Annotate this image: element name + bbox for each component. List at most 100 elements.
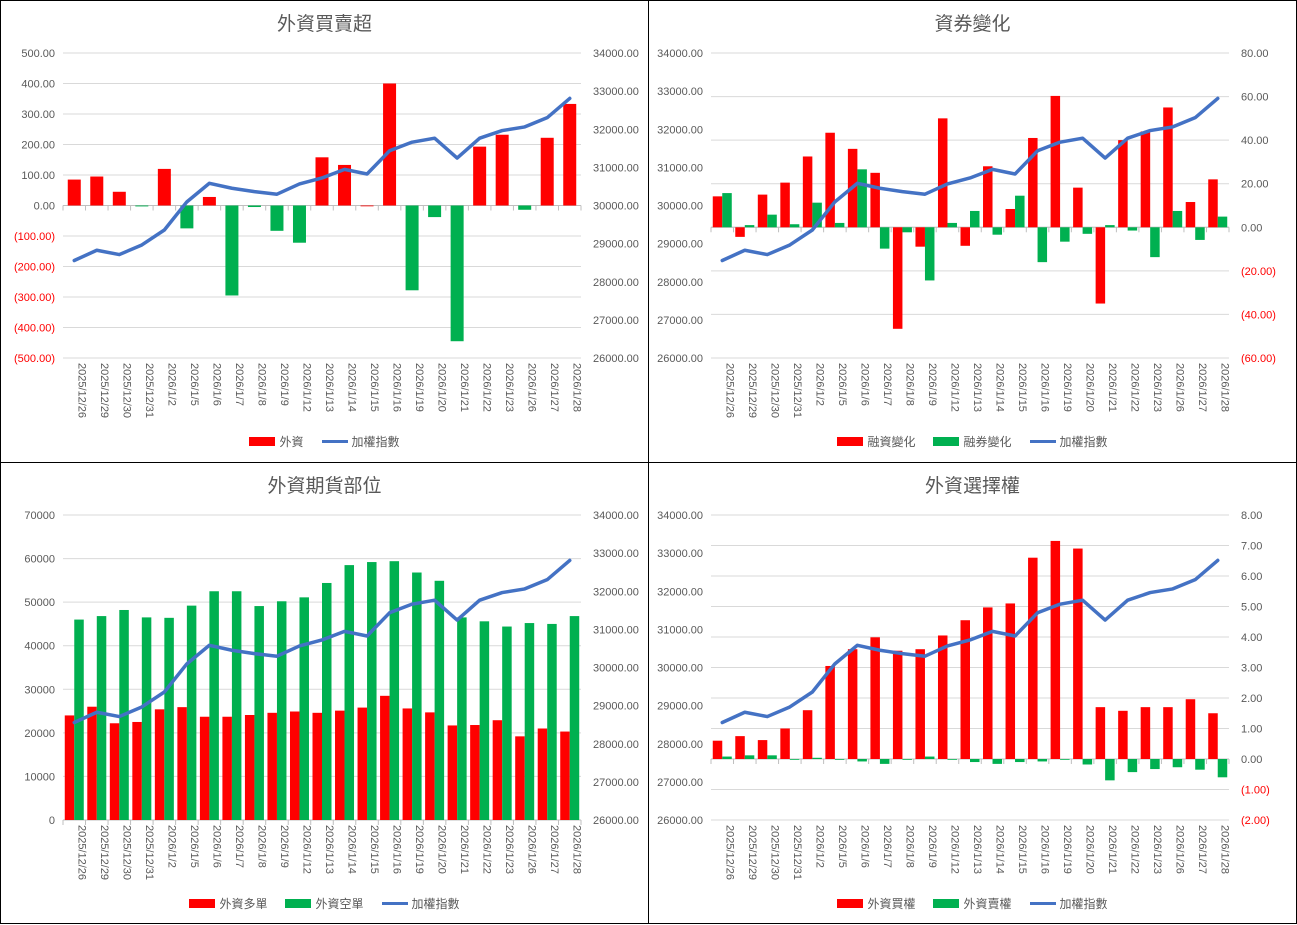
bar-外資多單 — [470, 725, 480, 820]
chart-title: 外資買賣超 — [276, 13, 372, 35]
bar-融券變化 — [1037, 227, 1048, 263]
category-label: 2025/12/26 — [75, 363, 87, 418]
category-label: 2026/1/12 — [300, 825, 312, 874]
bar-axis-tick-label: (100.00) — [14, 231, 55, 243]
category-label: 2025/12/31 — [143, 363, 155, 418]
bar-外資買權 — [870, 637, 880, 759]
index-line — [72, 96, 572, 263]
chart-title: 外資期貨部位 — [267, 475, 382, 497]
bar-外資買權 — [1208, 713, 1218, 759]
legend-item-foreign: 外資 — [249, 433, 304, 450]
bar-融券變化 — [1172, 210, 1183, 228]
bar-外資多單 — [447, 725, 458, 820]
bar-外資 — [180, 205, 194, 229]
legend-label: 外資空單 — [315, 897, 364, 911]
index-axis-tick-label: 30000.00 — [657, 663, 703, 675]
category-label: 2026/1/16 — [391, 363, 403, 412]
category-label: 2026/1/23 — [1151, 363, 1163, 412]
bar-axis-tick-label: 20000 — [24, 728, 55, 740]
category-label: 2026/1/21 — [1106, 363, 1118, 412]
bar-axis-tick-label: 5.00 — [1241, 602, 1262, 614]
bar-外資多單 — [87, 706, 97, 820]
index-axis-tick-label: 30000.00 — [593, 663, 639, 675]
category-label: 2026/1/2 — [165, 825, 177, 868]
bar-axis-tick-label: 30000 — [24, 684, 55, 696]
category-label: 2026/1/27 — [1196, 363, 1208, 412]
bar-融券變化 — [924, 227, 935, 281]
chart-legend: 外資 加權指數 — [1, 433, 648, 450]
bar-axis-tick-label: (1.00) — [1241, 785, 1270, 797]
legend-label: 加權指數 — [1059, 897, 1108, 911]
bar-融券變化 — [1195, 227, 1205, 240]
bar-外資多單 — [515, 736, 525, 820]
index-axis-tick-label: 30000.00 — [593, 201, 639, 213]
category-label: 2025/12/26 — [723, 363, 735, 418]
bar-外資賣權 — [1082, 759, 1093, 765]
bar-融資變化 — [892, 227, 903, 329]
index-axis-tick-label: 32000.00 — [657, 124, 703, 136]
index-axis-tick-label: 28000.00 — [593, 739, 639, 751]
bar-融券變化 — [1015, 195, 1025, 228]
legend-swatch — [837, 437, 864, 446]
index-axis-tick-label: 34000.00 — [657, 48, 703, 60]
category-label: 2026/1/8 — [255, 363, 267, 406]
index-axis-tick-label: 29000.00 — [593, 701, 639, 713]
category-label: 2026/1/20 — [1084, 363, 1096, 412]
legend-swatch — [381, 902, 408, 905]
category-label: 2026/1/15 — [1016, 363, 1028, 412]
bar-axis-tick-label: 500.00 — [21, 48, 55, 60]
bar-axis-tick-label: 40.00 — [1241, 135, 1269, 147]
bar-融券變化 — [789, 224, 800, 228]
bar-外資買權 — [847, 649, 858, 759]
bar-外資賣權 — [1060, 759, 1070, 760]
bar-外資買權 — [735, 736, 745, 759]
category-label: 2026/1/28 — [1219, 825, 1231, 874]
legend-item-margin: 融資變化 — [837, 433, 915, 450]
legend-item-index: 加權指數 — [1029, 895, 1108, 912]
bar-外資買權 — [1050, 540, 1061, 759]
bar-外資多單 — [402, 708, 413, 820]
category-label: 2026/1/19 — [413, 363, 425, 412]
bar-axis-tick-label: 40000 — [24, 641, 55, 653]
category-label: 2026/1/12 — [948, 825, 960, 874]
chart-svg: (500.00) (400.00) (300.00) (200.00) (100.00)… — [14, 48, 639, 418]
index-line — [720, 558, 1220, 725]
bar-融資變化 — [1073, 187, 1083, 228]
bar-外資空單 — [299, 597, 309, 820]
chart-title: 外資選擇權 — [924, 475, 1020, 497]
bar-外資買權 — [1163, 707, 1173, 759]
legend-item-index: 加權指數 — [321, 433, 400, 450]
category-label: 2026/1/7 — [233, 825, 245, 868]
category-label: 2025/12/26 — [723, 825, 735, 880]
bar-融券變化 — [834, 222, 845, 228]
bar-axis-tick-label: 0.00 — [1241, 754, 1262, 766]
bar-融資變化 — [825, 132, 835, 228]
category-label: 2026/1/6 — [210, 363, 222, 406]
bar-外資賣權 — [834, 759, 845, 760]
category-label: 2026/1/27 — [548, 825, 560, 874]
legend-swatch — [249, 437, 276, 446]
bar-外資空單 — [434, 580, 445, 820]
bar-外資賣權 — [992, 759, 1003, 764]
category-label: 2026/1/5 — [836, 825, 848, 868]
category-label: 2026/1/9 — [278, 363, 290, 406]
bar-融資變化 — [780, 182, 790, 228]
bar-外資 — [135, 205, 149, 207]
category-label: 2026/1/2 — [813, 363, 825, 406]
index-axis-tick-label: 34000.00 — [593, 510, 639, 522]
bar-axis-tick-label: 80.00 — [1241, 48, 1269, 60]
chart-svg: (2.00) (1.00) 0.00 1.00 2.00 3.00 4.00 5.00 6.00… — [657, 510, 1270, 880]
index-axis-tick-label: 31000.00 — [657, 162, 703, 174]
index-axis-tick-label: 29000.00 — [593, 239, 639, 251]
category-label: 2026/1/22 — [481, 825, 493, 874]
bar-外資賣權 — [1195, 759, 1205, 770]
bar-融資變化 — [1140, 131, 1151, 228]
legend-label: 融券變化 — [963, 435, 1012, 449]
bar-融資變化 — [1208, 179, 1218, 228]
bar-外資賣權 — [1172, 759, 1183, 768]
legend-swatch — [1029, 440, 1056, 443]
bar-外資買權 — [1073, 548, 1083, 759]
bar-外資空單 — [367, 562, 377, 820]
bar-融券變化 — [1150, 227, 1160, 258]
bar-外資 — [315, 157, 329, 206]
